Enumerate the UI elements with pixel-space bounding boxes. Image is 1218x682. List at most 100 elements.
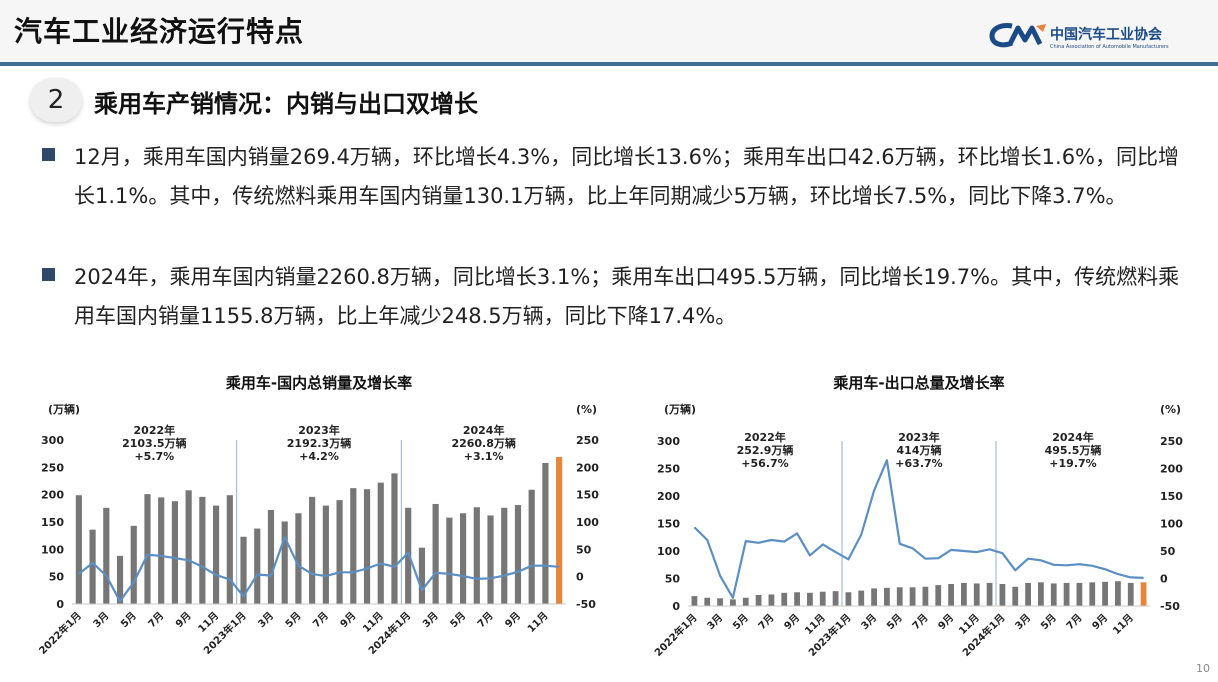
left-tick-label: 150 (41, 516, 64, 529)
right-tick-label: 50 (576, 543, 592, 556)
bar (768, 594, 775, 606)
bar (1063, 582, 1070, 606)
bar (871, 588, 877, 606)
chart-title: 乘用车-出口总量及增长率 (832, 374, 1004, 392)
logo-text-cn: 中国汽车工业协会 (1050, 27, 1162, 43)
x-tick-label: 9月 (173, 610, 193, 630)
x-tick-label: 3月 (91, 610, 111, 630)
annotation-year: 2024年 (1052, 430, 1094, 444)
bar (730, 599, 736, 606)
right-tick-label: 150 (1160, 490, 1183, 503)
annotation-growth: +4.2% (299, 450, 339, 463)
x-tick-label: 9月 (338, 610, 358, 630)
bar (212, 505, 220, 604)
right-tick-label: 50 (1160, 545, 1176, 558)
left-tick-label: 50 (665, 573, 681, 586)
x-tick-label: 7月 (1064, 612, 1084, 632)
left-tick-label: 150 (657, 518, 680, 531)
annotation-year: 2023年 (298, 423, 340, 437)
right-tick-label: 150 (576, 489, 599, 502)
annotation-year: 2022年 (744, 430, 786, 444)
export-sales-chart: 乘用车-出口总量及增长率 (万辆) (%) 0 50 100 150 200 250 300 -50… (652, 374, 1184, 659)
page-number: 10 (1196, 662, 1210, 675)
x-tick-label: 3月 (256, 610, 276, 630)
section-heading: 2 乘用车产销情况：内销与出口双增长 (30, 78, 650, 122)
x-tick-label: 5月 (1038, 612, 1058, 632)
bullet-text: 12月，乘用车国内销量269.4万辆，环比增长4.3%，同比增长13.6%；乘用… (74, 145, 1180, 208)
x-tick-label: 7月 (475, 610, 495, 630)
bar (1012, 586, 1019, 606)
bar (226, 495, 233, 604)
bar (922, 586, 929, 606)
right-tick-label: 250 (1160, 435, 1183, 448)
bar (432, 503, 439, 604)
annotation-year: 2022年 (134, 423, 176, 437)
bar (961, 582, 967, 606)
x-tick-label: 9月 (782, 612, 802, 632)
x-tick-label: 9月 (503, 610, 523, 630)
association-logo: 中国汽车工业协会 China Association of Automobile… (988, 20, 1198, 54)
bar (781, 592, 788, 606)
x-tick-label: 5月 (448, 610, 468, 630)
header-divider (0, 62, 1218, 66)
right-tick-label: 100 (576, 516, 599, 529)
bar (704, 597, 711, 606)
bar (185, 490, 192, 604)
bar (89, 529, 96, 604)
x-tick-label: 11月 (360, 610, 385, 635)
right-tick-label: 200 (576, 461, 599, 474)
right-tick-label: 250 (576, 434, 599, 447)
left-tick-label: 0 (672, 600, 680, 613)
x-tick-label: 5月 (118, 610, 138, 630)
x-tick-label: 2022年1月 (36, 609, 84, 657)
bar (487, 515, 494, 604)
bar (267, 509, 275, 604)
annotation-total: 2260.8万辆 (451, 436, 515, 450)
bar (254, 528, 261, 604)
left-tick-label: 200 (657, 490, 680, 503)
x-tick-label: 7月 (910, 612, 930, 632)
left-tick-label: 200 (41, 489, 64, 502)
left-tick-label: 0 (56, 598, 64, 611)
bar (1050, 583, 1057, 606)
bar (309, 496, 316, 604)
bar (144, 494, 151, 604)
domestic-sales-chart: 乘用车-国内总销量及增长率 (万辆) (%) 0 50 100 150 200 250 300 -5… (36, 374, 599, 657)
bar (986, 582, 993, 606)
bar (171, 501, 179, 604)
x-tick-label: 3月 (420, 610, 440, 630)
bar (1038, 582, 1044, 606)
left-tick-label: 100 (41, 543, 64, 556)
bar (973, 583, 980, 606)
x-tick-label: 11月 (1110, 612, 1135, 637)
x-tick-label: 7月 (310, 610, 330, 630)
bar (1140, 582, 1147, 606)
bar (418, 547, 426, 604)
bar (717, 598, 723, 606)
x-tick-label: 11月 (525, 610, 550, 635)
bar (459, 513, 467, 604)
bar (158, 497, 165, 604)
bar (556, 456, 563, 604)
bar (1115, 581, 1121, 606)
left-tick-label: 250 (657, 463, 680, 476)
bar (755, 595, 762, 606)
bar (1102, 581, 1108, 606)
bar (935, 585, 942, 606)
bar (1127, 582, 1134, 606)
bar (240, 536, 247, 604)
x-tick-label: 7月 (146, 610, 166, 630)
bar (501, 507, 508, 604)
x-tick-label: 5月 (283, 610, 303, 630)
x-tick-label: 2022年1月 (652, 611, 700, 659)
annotation-total: 495.5万辆 (1045, 443, 1102, 457)
annotation-growth: +19.7% (1049, 457, 1096, 470)
x-tick-label: 5月 (884, 612, 904, 632)
x-tick-label: 7月 (756, 612, 776, 632)
bar (446, 517, 453, 604)
left-axis-unit: (万辆) (48, 402, 80, 416)
annotation-year: 2024年 (463, 423, 505, 437)
bar (1076, 582, 1083, 606)
section-number: 2 (30, 78, 82, 122)
left-tick-label: 50 (49, 571, 65, 584)
